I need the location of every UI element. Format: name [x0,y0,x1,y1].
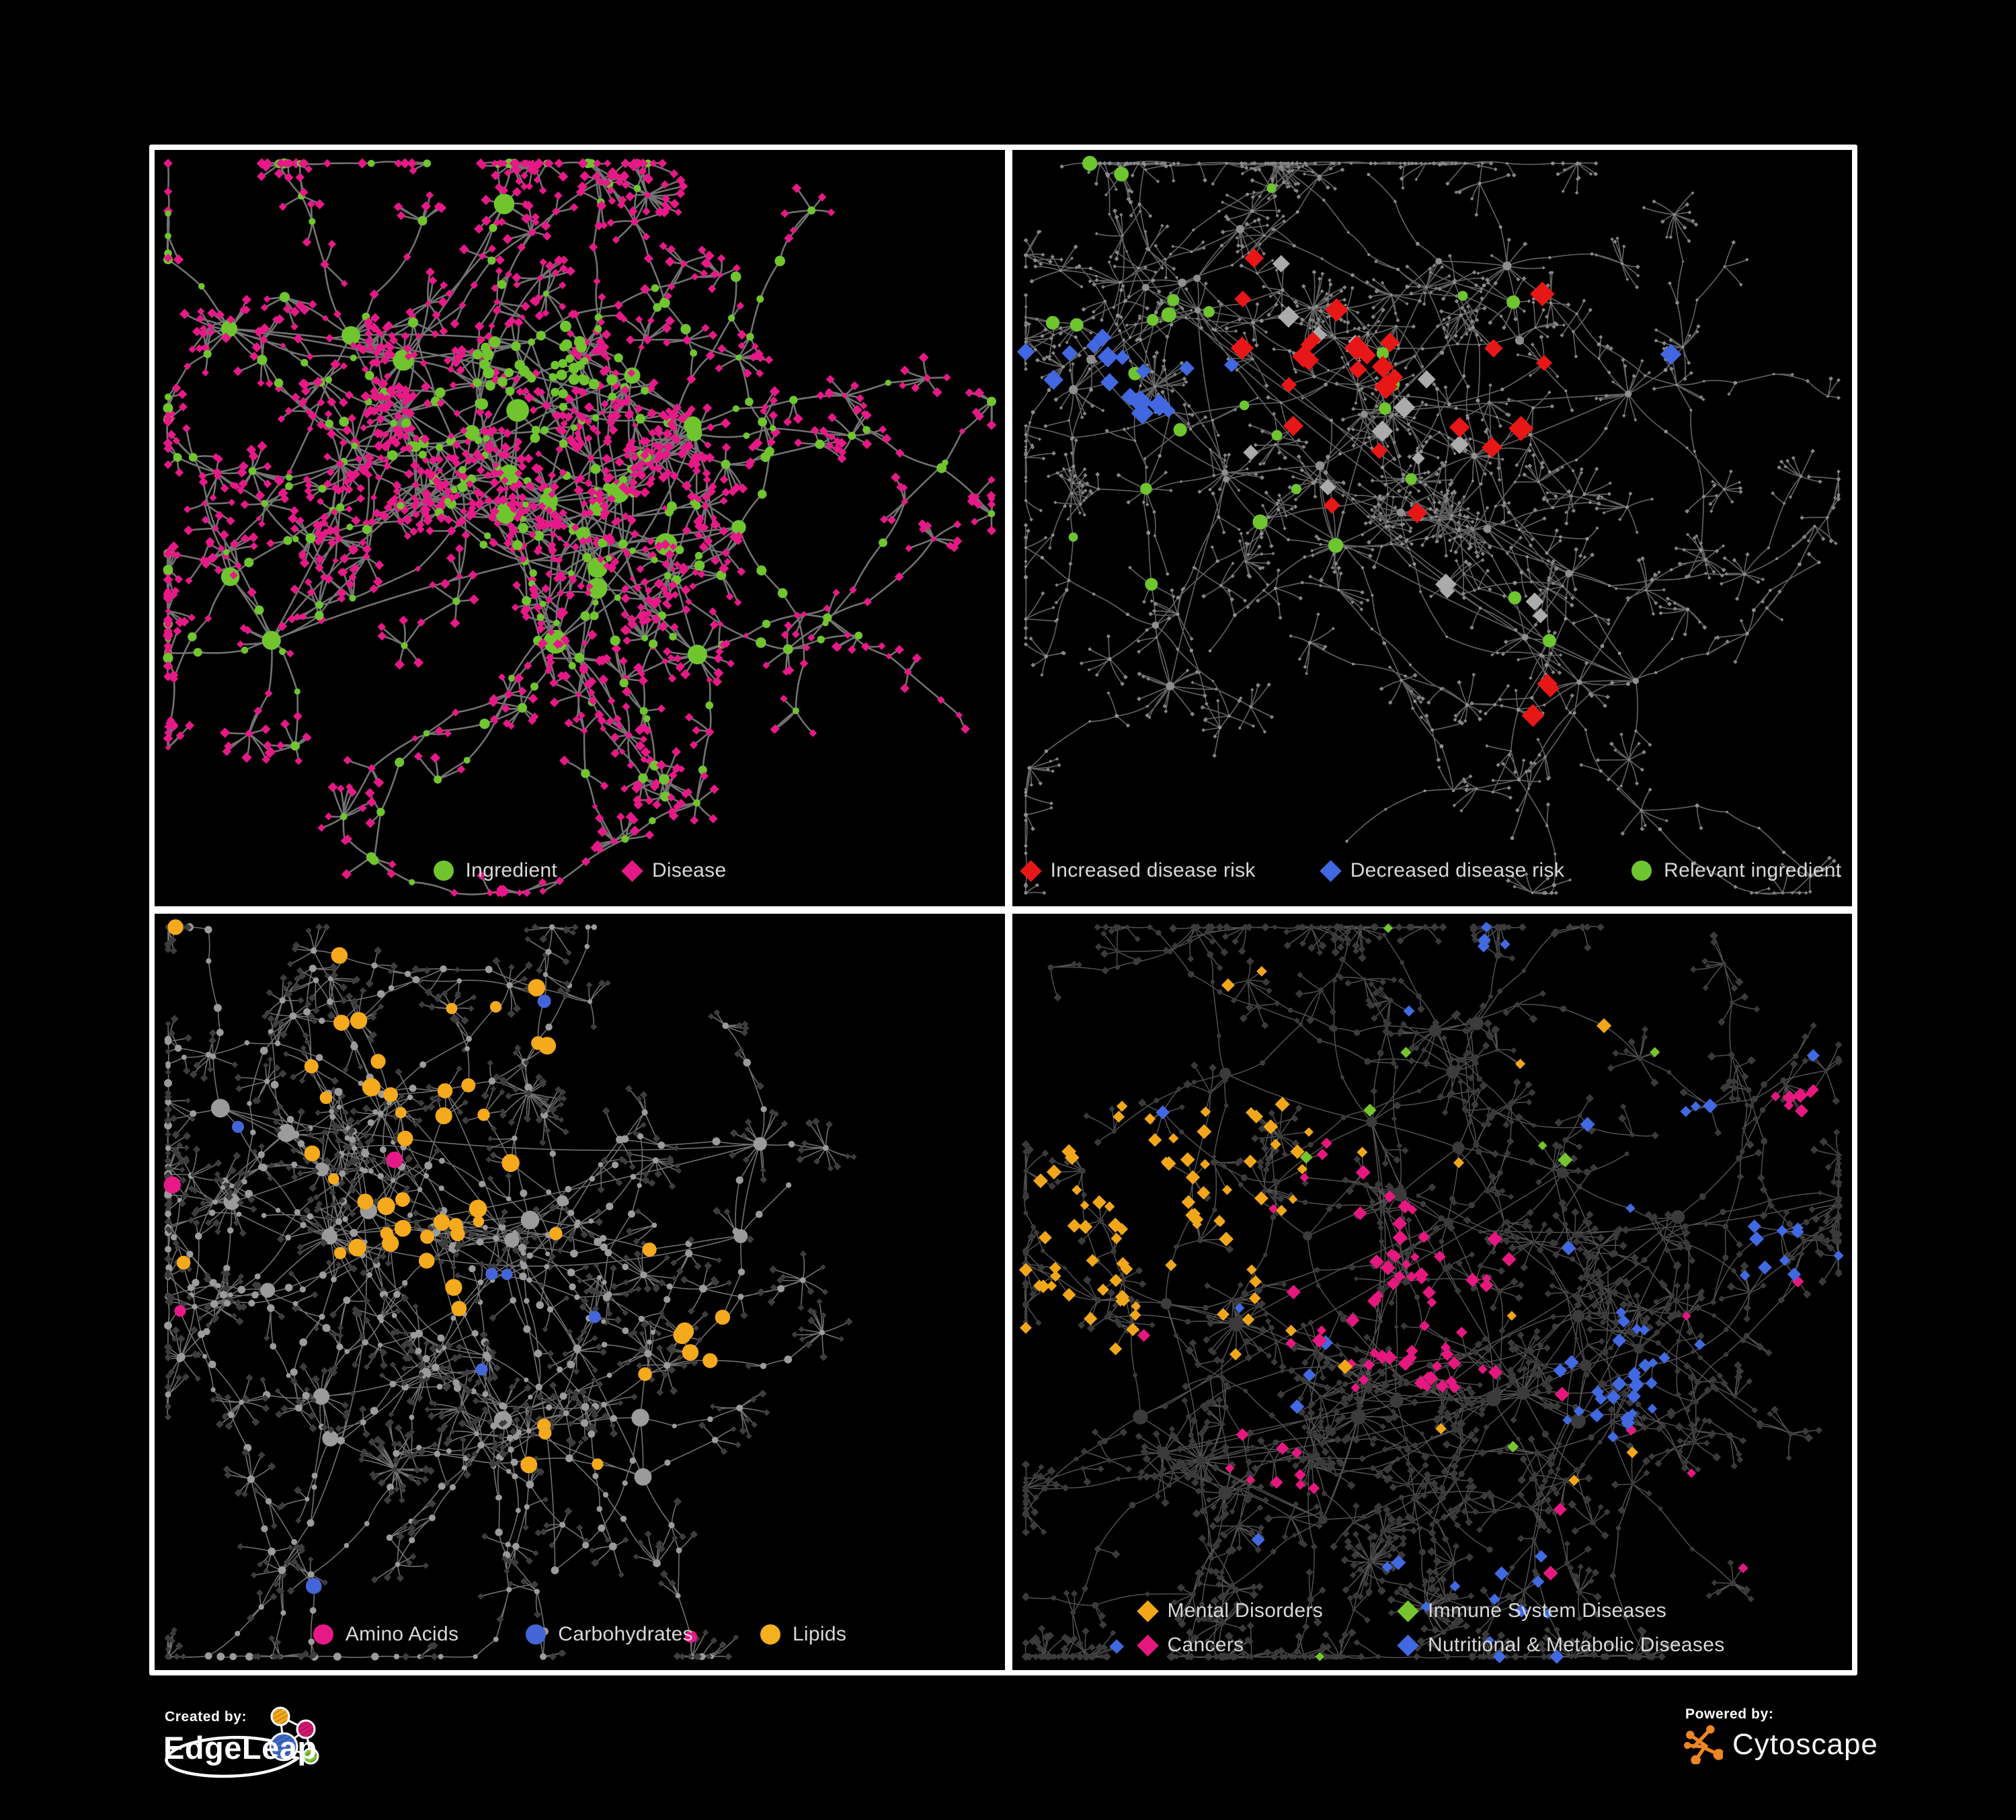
legend-label: Amino Acids [345,1623,459,1645]
ingredient-disease-network-graph [163,158,997,898]
panel-nutrient-class: Amino Acids Carbohydrates Lipids [155,914,1005,1670]
legend-label: Disease [651,859,727,881]
circle-marker-icon [433,861,454,881]
circle-marker-icon [1631,861,1652,881]
legend-disease-class: Mental Disorders Immune System Diseases Ca… [1012,1599,1852,1657]
edgeleap-logo-hatch [271,1708,317,1763]
edgeleap-logo-icon [165,1706,319,1778]
legend-label: Nutritional & Metabolic Diseases [1428,1634,1725,1656]
diamond-marker-icon [1397,1599,1419,1622]
diamond-marker-icon [1019,859,1042,882]
legend-item-amino-acids: Amino Acids [313,1623,458,1646]
legend-label: Lipids [792,1623,847,1645]
diamond-marker-icon [621,859,643,882]
diamond-marker-icon [1397,1634,1419,1657]
powered-by-label: Powered by: [1685,1706,1774,1722]
legend-item-mental-disorders: Mental Disorders [1136,1599,1324,1622]
legend-item-disease: Disease [621,859,727,882]
edgeleap-wordmark: EdgeLeap [163,1730,317,1766]
nutrient-class-network-graph [163,919,857,1661]
legend-label: Relevant ingredient [1664,859,1842,881]
circle-marker-icon [526,1624,547,1645]
legend-item-lipids: Lipids [760,1623,846,1646]
cytoscape-credit: Powered by: Cytoscape [1684,1706,2000,1801]
legend-item-increased-disease-risk: Increased disease risk [1019,859,1256,882]
legend-label: Carbohydrates [558,1623,693,1645]
legend-item-immune-system-diseases: Immune System Diseases [1397,1599,1667,1622]
legend-label: Increased disease risk [1050,859,1256,881]
cytoscape-logo-row: Cytoscape [1684,1725,2000,1764]
legend-item-cancers: Cancers [1136,1634,1244,1657]
created-by-label: Created by: [165,1709,247,1725]
legend-label: Cancers [1167,1634,1244,1656]
legend-item-relevant-ingredient: Relevant ingredient [1631,859,1841,882]
legend-item-carbohydrates: Carbohydrates [526,1623,693,1646]
cytoscape-wordmark: Cytoscape [1732,1728,1878,1761]
legend-label: Ingredient [465,859,557,881]
legend-label: Immune System Diseases [1428,1599,1667,1622]
panel-ingredient-disease: Ingredient Disease [155,150,1005,906]
panel-grid: Ingredient Disease Increased disease risk… [149,145,1857,1675]
disease-risk-network-graph [1016,155,1841,896]
panel-disease-class: Mental Disorders Immune System Diseases Ca… [1012,914,1852,1670]
circle-marker-icon [313,1624,333,1645]
legend-item-nutritional-metabolic-diseases: Nutritional & Metabolic Diseases [1397,1634,1725,1657]
legend-label: Decreased disease risk [1350,859,1565,881]
disease-class-network-graph [1018,922,1844,1664]
edgeleap-swoosh [165,1735,300,1778]
legend-nutrient-class: Amino Acids Carbohydrates Lipids [155,1623,1005,1646]
edgeleap-credit: Created by: EdgeLeap [159,1705,469,1819]
legend-item-decreased-disease-risk: Decreased disease risk [1319,859,1565,882]
cytoscape-logo-icon [1684,1725,1723,1764]
legend-disease-risk: Increased disease risk Decreased disease … [1012,859,1852,882]
circle-marker-icon [760,1624,780,1645]
panel-disease-risk: Increased disease risk Decreased disease … [1012,150,1852,906]
diamond-marker-icon [1136,1599,1159,1622]
diamond-marker-icon [1136,1634,1159,1657]
diamond-marker-icon [1319,859,1342,882]
legend-label: Mental Disorders [1167,1599,1324,1622]
legend-ingredient-disease: Ingredient Disease [155,859,1005,882]
legend-item-ingredient: Ingredient [433,859,557,882]
